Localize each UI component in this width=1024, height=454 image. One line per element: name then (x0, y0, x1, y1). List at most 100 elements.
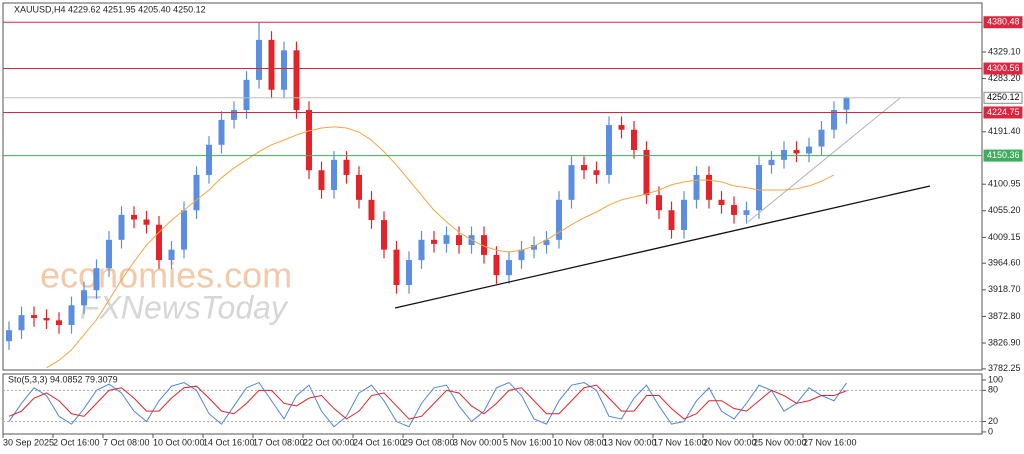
price-level-label: 4224.75 (987, 107, 1020, 117)
watermark: FXNewsToday (80, 289, 289, 325)
y-tick-label: 3872.80 (988, 311, 1021, 321)
candle-body (606, 125, 612, 175)
y-tick-label: 3826.90 (988, 337, 1021, 347)
sub-frame (2, 373, 983, 435)
candle-body (218, 119, 225, 145)
candle-body (181, 210, 187, 250)
candle-body (706, 174, 712, 200)
candle-body (156, 224, 162, 261)
x-tick-label: 13 Nov 00:00 (603, 437, 657, 447)
candle-body (631, 129, 637, 150)
candle-body (81, 290, 87, 306)
candle-body (356, 174, 362, 200)
candle-body (731, 205, 737, 215)
candle-body (393, 249, 400, 286)
main-frame (2, 2, 983, 371)
candle-body (118, 214, 125, 240)
price-level-tag (983, 91, 1023, 104)
candle-body (143, 219, 150, 225)
y-tick-label: 4191.40 (988, 126, 1021, 136)
price-level-tag (983, 62, 1023, 75)
candle-body (18, 315, 25, 331)
candle-body (818, 129, 825, 147)
candle-body (343, 159, 350, 175)
x-tick-label: 27 Nov 16:00 (803, 437, 857, 447)
x-tick-label: 22 Oct 00:00 (303, 437, 355, 447)
y-tick-label: 4055.20 (988, 205, 1021, 215)
candle-body (381, 220, 387, 250)
moving-average (46, 126, 835, 369)
candle-body (743, 210, 750, 215)
candle-body (618, 125, 625, 130)
candle-body (781, 149, 787, 160)
candle-body (668, 210, 675, 230)
candle-body (281, 50, 287, 90)
y-tick-label: 0 (988, 426, 993, 436)
candle-body (506, 260, 512, 276)
y-tick-label: 100 (988, 374, 1003, 384)
candle-body (193, 174, 200, 211)
candle-body (68, 305, 75, 325)
y-tick-label: 4100.95 (988, 179, 1021, 189)
x-tick-label: 24 Oct 16:00 (353, 437, 405, 447)
candle-body (806, 146, 812, 154)
candle-body (131, 214, 137, 220)
candle-body (418, 239, 425, 261)
y-tick-label: 3964.60 (988, 258, 1021, 268)
candle-body (243, 79, 250, 111)
candle-body (493, 254, 500, 276)
candle-body (6, 330, 12, 342)
y-tick-label: 3782.25 (988, 363, 1021, 373)
price-level-tag (983, 16, 1023, 29)
candle-body (681, 199, 687, 230)
x-tick-label: 30 Sep 2025 (3, 437, 54, 447)
y-tick-label: 4283.20 (988, 73, 1021, 83)
price-level-tag (983, 149, 1023, 162)
candle-body (256, 39, 262, 80)
main-panel (6, 22, 850, 369)
x-tick-label: 17 Nov 16:00 (653, 437, 707, 447)
x-tick-label: 2 Oct 16:00 (53, 437, 100, 447)
y-tick-label: 4009.15 (988, 232, 1021, 242)
candle-body (518, 249, 525, 261)
trendline (747, 97, 901, 223)
indicator-line (8, 384, 847, 420)
watermark: economies.com (40, 255, 292, 296)
candle-body (593, 170, 600, 175)
price-level-label: 4380.48 (987, 17, 1020, 27)
candle-body (793, 149, 800, 154)
trendline (394, 185, 931, 309)
x-tick-label: 7 Oct 08:00 (103, 437, 150, 447)
indicator-line (8, 381, 847, 428)
candle-body (456, 235, 462, 246)
candle-body (168, 249, 175, 261)
candle-body (693, 174, 700, 200)
y-tick-label: 80 (988, 385, 998, 395)
candle-body (556, 199, 562, 240)
x-tick-label: 25 Nov 00:00 (753, 437, 807, 447)
price-level-label: 4150.36 (987, 150, 1020, 160)
candle-body (331, 159, 337, 190)
candle-body (718, 199, 725, 206)
candle-body (268, 39, 275, 90)
price-level-label: 4250.12 (987, 92, 1020, 102)
x-tick-label: 5 Nov 16:00 (503, 437, 552, 447)
candle-body (756, 165, 762, 211)
candle-body (643, 149, 650, 196)
candle-body (318, 170, 325, 190)
indicator-title: Sto(5,3,3) 94.0852 79.3079 (8, 374, 118, 384)
candle-body (206, 144, 212, 175)
candle-body (31, 315, 37, 319)
candle-body (431, 239, 437, 244)
candle-body (306, 110, 312, 171)
candle-body (406, 260, 412, 286)
candle-body (581, 165, 587, 171)
x-tick-label: 20 Nov 00:00 (703, 437, 757, 447)
candle-body (231, 110, 237, 120)
x-tick-label: 29 Oct 08:00 (403, 437, 455, 447)
candle-body (531, 245, 537, 250)
x-tick-label: 17 Oct 08:00 (253, 437, 305, 447)
price-level-label: 4300.56 (987, 63, 1020, 73)
candle-body (481, 235, 487, 255)
